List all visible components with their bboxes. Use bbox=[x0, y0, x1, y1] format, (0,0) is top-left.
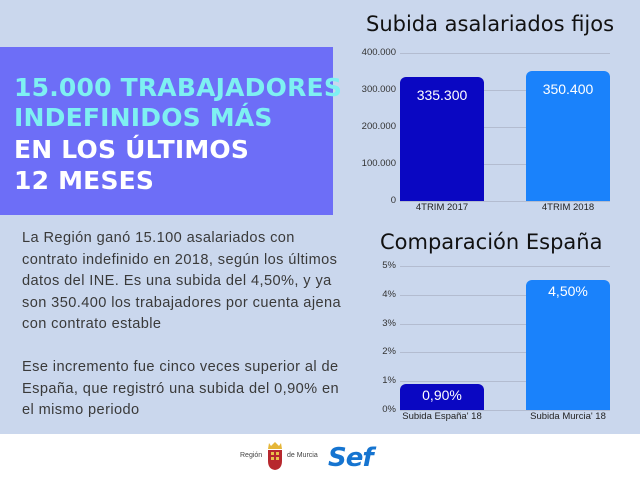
y-axis-tick-label: 300.000 bbox=[361, 84, 396, 95]
body-text: La Región ganó 15.100 asalariados con co… bbox=[22, 228, 342, 443]
gridline bbox=[400, 294, 610, 296]
sef-logo: Sef bbox=[328, 443, 374, 473]
y-axis-tick-label: 100.000 bbox=[361, 158, 396, 169]
gridline bbox=[400, 127, 610, 128]
gridline bbox=[400, 164, 610, 165]
bar-value-label: 0,90% bbox=[422, 387, 462, 404]
y-axis-tick-label: 0 bbox=[390, 195, 396, 206]
y-axis-tick-label: 5% bbox=[382, 260, 396, 271]
headline-line-2: INDEFINIDOS MÁS bbox=[14, 103, 273, 132]
bar-1: 0,90% bbox=[400, 384, 484, 410]
y-axis-tick-label: 2% bbox=[382, 346, 396, 358]
bar-value-label: 4,50% bbox=[548, 283, 588, 300]
gridline bbox=[400, 266, 610, 267]
y-axis-tick-label: 200.000 bbox=[361, 121, 396, 132]
y-axis-tick-label: 1% bbox=[382, 375, 396, 387]
headline-banner: 15.000 TRABAJADORES INDEFINIDOS MÁS EN L… bbox=[0, 47, 342, 215]
bar-value-label: 335.300 bbox=[416, 86, 468, 103]
y-axis-tick-label: 3% bbox=[382, 317, 396, 329]
headline-line-4: 12 MESES bbox=[14, 166, 155, 195]
gridline bbox=[400, 90, 610, 91]
gridline bbox=[400, 381, 610, 383]
bar-2: 4,50% bbox=[526, 280, 610, 410]
x-axis-category-label: 4TRIM 2017 bbox=[415, 202, 469, 213]
bar-value-label: 350.400 bbox=[542, 81, 594, 98]
headline-line-3: EN LOS ÚLTIMOS bbox=[14, 135, 250, 164]
gridline bbox=[400, 410, 610, 411]
x-axis-category-label: Subida España' 18 bbox=[402, 411, 482, 422]
bar-1: 335.300 bbox=[400, 76, 484, 201]
body-paragraph-1: La Región ganó 15.100 asalariados con co… bbox=[22, 230, 342, 333]
y-axis-tick-label: 4% bbox=[382, 288, 396, 300]
y-axis-tick-label: 0% bbox=[382, 404, 396, 415]
coat-of-arms-icon bbox=[266, 441, 284, 476]
gridline bbox=[400, 53, 610, 54]
bar-2: 350.400 bbox=[526, 71, 610, 201]
gridline bbox=[400, 323, 610, 325]
region-text-right: de Murcia bbox=[287, 452, 318, 459]
x-axis-category-label: Subida Murcia' 18 bbox=[530, 411, 606, 422]
chart-2-title: Comparación España bbox=[380, 230, 603, 254]
gridline bbox=[400, 201, 610, 202]
body-paragraph-2: Ese incremento fue cinco veces superior … bbox=[22, 358, 339, 419]
region-text-left: Región bbox=[240, 452, 263, 459]
gridline bbox=[400, 352, 610, 354]
headline-line-1: 15.000 TRABAJADORES bbox=[14, 73, 343, 102]
chart-1-title: Subida asalariados fijos bbox=[366, 12, 615, 36]
x-axis-category-label: 4TRIM 2018 bbox=[541, 202, 595, 213]
y-axis-tick-label: 400.000 bbox=[361, 47, 396, 58]
